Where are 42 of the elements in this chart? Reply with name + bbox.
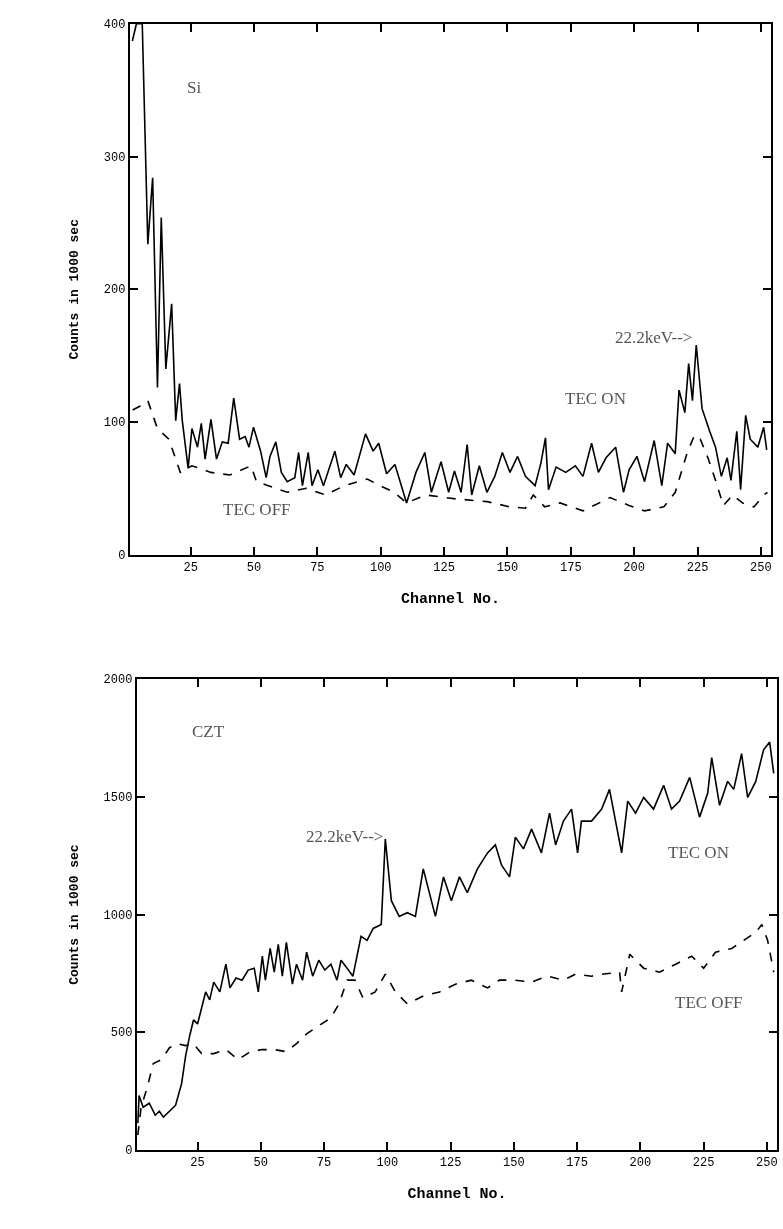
x-tick-label: 225 bbox=[686, 561, 709, 576]
x-tick-label: 225 bbox=[692, 1156, 715, 1171]
x-tick-label: 125 bbox=[439, 1156, 462, 1171]
x-tick-label: 250 bbox=[756, 1156, 778, 1171]
y-tick-label: 400 bbox=[103, 17, 126, 32]
x-tick-label: 25 bbox=[183, 561, 198, 576]
annotation: CZT bbox=[192, 722, 225, 741]
x-tick-label: 25 bbox=[190, 1156, 205, 1171]
y-axis-title: Counts in 1000 sec bbox=[67, 844, 83, 985]
y-tick-label: 1500 bbox=[103, 791, 133, 806]
x-axis-title: Channel No. bbox=[407, 1185, 507, 1203]
y-tick-label: 100 bbox=[103, 416, 126, 431]
y-axis-title: Counts in 1000 sec bbox=[67, 218, 83, 360]
y-tick-label: 0 bbox=[125, 1144, 133, 1159]
annotation: TEC OFF bbox=[223, 500, 291, 519]
x-tick-label: 250 bbox=[750, 561, 772, 576]
annotation: TEC OFF bbox=[675, 993, 743, 1012]
x-tick-label: 200 bbox=[629, 1156, 652, 1171]
y-tick-label: 1000 bbox=[103, 908, 133, 923]
y-tick-label: 500 bbox=[110, 1026, 133, 1041]
x-tick-label: 50 bbox=[246, 561, 262, 576]
annotation: Si bbox=[187, 78, 202, 97]
x-tick-label: 175 bbox=[566, 1156, 588, 1171]
y-tick-label: 200 bbox=[103, 283, 126, 298]
x-tick-label: 150 bbox=[503, 1156, 525, 1171]
y-tick-label: 2000 bbox=[103, 673, 133, 688]
x-tick-label: 150 bbox=[496, 561, 519, 576]
annotation: TEC ON bbox=[668, 843, 729, 862]
x-tick-label: 125 bbox=[433, 561, 455, 576]
annotation: TEC ON bbox=[565, 389, 626, 408]
x-tick-label: 100 bbox=[369, 561, 392, 576]
x-tick-label: 200 bbox=[623, 561, 645, 576]
y-tick-label: 300 bbox=[103, 150, 126, 165]
x-tick-label: 50 bbox=[253, 1156, 269, 1171]
x-tick-label: 75 bbox=[310, 561, 325, 576]
x-tick-label: 75 bbox=[316, 1156, 332, 1171]
x-axis-title: Channel No. bbox=[400, 590, 500, 608]
x-tick-label: 100 bbox=[376, 1156, 399, 1171]
annotation: 22.2keV--> bbox=[306, 827, 384, 846]
x-tick-label: 175 bbox=[560, 561, 582, 576]
annotation: 22.2keV--> bbox=[615, 328, 693, 347]
y-tick-label: 0 bbox=[118, 548, 126, 563]
